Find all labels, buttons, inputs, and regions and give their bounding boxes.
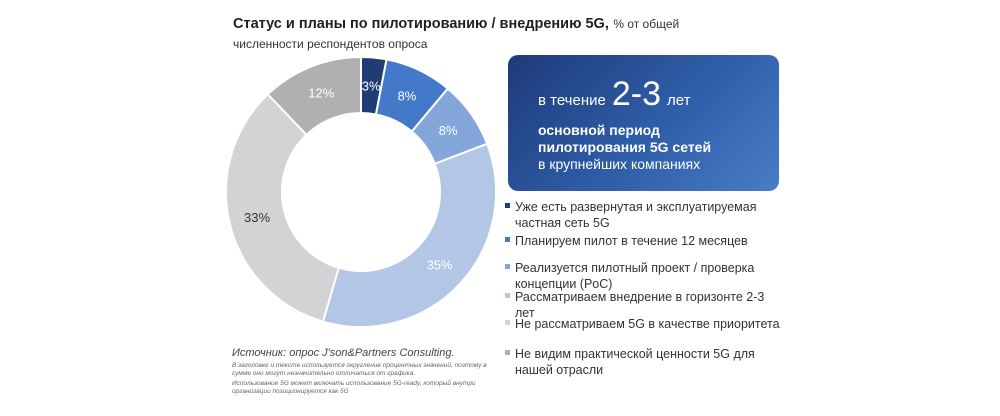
callout-line3: в крупнейших компаниях bbox=[538, 156, 701, 172]
legend-label: Не видим практической ценности 5G для на… bbox=[515, 347, 755, 377]
legend-label: Уже есть развернутая и эксплуатируемая ч… bbox=[515, 200, 757, 230]
callout-number: 2-3 bbox=[611, 75, 661, 113]
chart-title: Статус и планы по пилотированию / внедре… bbox=[233, 14, 703, 54]
legend-label: Рассматриваем внедрение в горизонте 2-3 … bbox=[515, 290, 765, 320]
legend-swatch bbox=[505, 264, 510, 269]
slice-label: 8% bbox=[439, 123, 458, 138]
slice-label: 3% bbox=[362, 78, 381, 93]
donut-chart: 3% 8% 8% 35% 33% 12% bbox=[225, 56, 497, 328]
donut-slice bbox=[321, 142, 497, 328]
legend-swatch bbox=[505, 320, 510, 325]
callout-bold-line1: основной период bbox=[538, 122, 660, 138]
donut-slice bbox=[266, 56, 362, 137]
callout-unit: лет bbox=[667, 92, 691, 109]
callout-box: в течение 2-3 лет основной период пилотиро… bbox=[508, 55, 779, 191]
legend-swatch bbox=[505, 350, 510, 355]
slice-label: 35% bbox=[427, 258, 453, 273]
slice-label: 8% bbox=[398, 88, 417, 103]
source-text: Источник: опрос J'son&Partners Consultin… bbox=[232, 347, 455, 359]
slice-label: 33% bbox=[244, 210, 270, 225]
callout-bold-line2: пилотирования 5G сетей bbox=[538, 139, 712, 155]
callout-body: основной период пилотирования 5G сетей в… bbox=[538, 122, 711, 173]
source-note-5g: Использование 5G может включать использо… bbox=[232, 380, 476, 395]
slice-label: 12% bbox=[308, 86, 334, 101]
legend-label: Реализуется пилотный проект / проверка к… bbox=[515, 261, 755, 291]
legend-swatch bbox=[505, 293, 510, 298]
callout-headline: в течение 2-3 лет bbox=[538, 75, 690, 114]
source-block: Источник: опрос J'son&Partners Consultin… bbox=[232, 347, 502, 396]
title-suffix: % от общей bbox=[613, 17, 680, 31]
title-line2: численности респондентов опроса bbox=[233, 37, 428, 51]
legend-swatch bbox=[505, 203, 510, 208]
legend-label: Планируем пилот в течение 12 месяцев bbox=[515, 234, 748, 248]
legend-swatch bbox=[505, 237, 510, 242]
callout-prefix: в течение bbox=[538, 92, 606, 109]
donut-slice bbox=[225, 92, 340, 323]
source-note-rounding: В заголовке и тексте используется округл… bbox=[232, 362, 487, 377]
legend-label: Не рассматриваем 5G в качестве приоритет… bbox=[515, 317, 780, 331]
title-main: Статус и планы по пилотированию / внедре… bbox=[233, 16, 609, 32]
